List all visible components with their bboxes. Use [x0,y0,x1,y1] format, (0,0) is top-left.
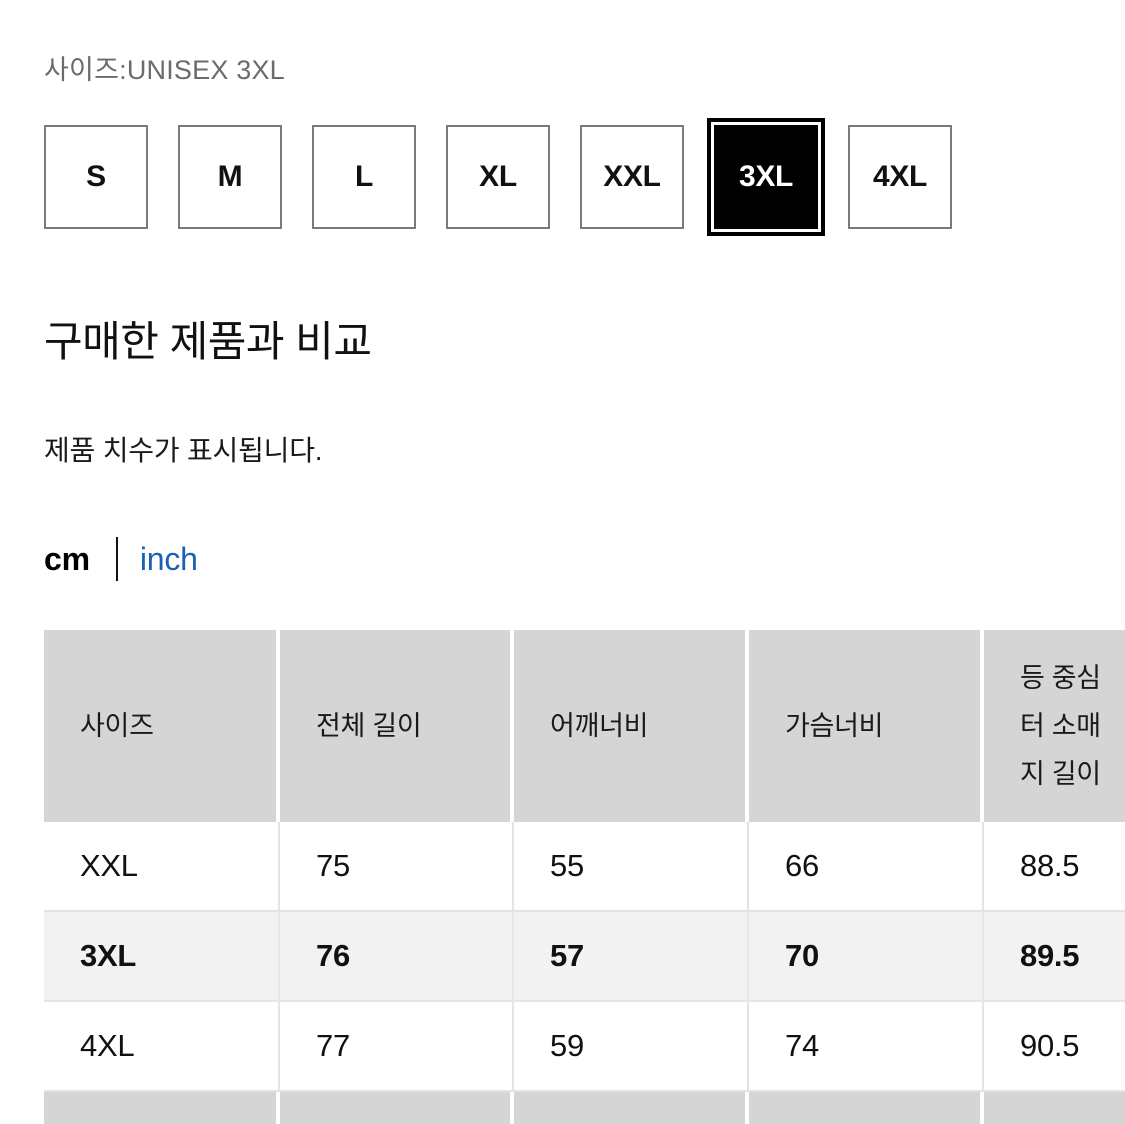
table-next-header-row [44,1092,1125,1124]
next-header-cell [984,1092,1125,1124]
size-option-4xl[interactable]: 4XL [848,125,952,229]
cell-total-length: 77 [280,1002,514,1092]
cell-size: 4XL [44,1002,280,1092]
size-option-xl[interactable]: XL [446,125,550,229]
next-header-cell [514,1092,749,1124]
unit-option-inch[interactable]: inch [139,540,198,577]
table-row: 4XL 77 59 74 90.5 [44,1002,1125,1092]
size-option-m[interactable]: M [178,125,282,229]
cell-shoulder-width: 57 [514,912,749,1002]
cell-size: XXL [44,822,280,912]
cell-sleeve-length: 90.5 [984,1002,1125,1092]
compare-section-subtitle: 제품 치수가 표시됩니다. [44,435,323,466]
column-header-size: 사이즈 [44,630,280,822]
cell-total-length: 76 [280,912,514,1002]
column-header-sleeve-length: 등 중심 터 소매 지 길이 [984,630,1125,822]
size-table: 사이즈 전체 길이 어깨너비 가슴너비 등 중심 터 소매 지 길이 [44,630,1125,1124]
table-row: XXL 75 55 66 88.5 [44,822,1125,912]
size-option-s[interactable]: S [44,125,148,229]
cell-chest-width: 70 [749,912,984,1002]
size-option-3xl[interactable]: 3XL [707,118,825,236]
cell-size: 3XL [44,912,280,1002]
cell-sleeve-length: 88.5 [984,822,1125,912]
next-header-cell [44,1092,280,1124]
size-option-xxl[interactable]: XXL [580,125,684,229]
unit-divider [115,537,118,581]
column-header-shoulder-width: 어깨너비 [514,630,749,822]
cell-chest-width: 66 [749,822,984,912]
table-row: 3XL 76 57 70 89.5 [44,912,1125,1002]
cell-shoulder-width: 59 [514,1002,749,1092]
next-header-cell [749,1092,984,1124]
unit-toggle: cm inch [44,534,198,584]
cell-total-length: 75 [280,822,514,912]
column-header-total-length: 전체 길이 [280,630,514,822]
size-option-l[interactable]: L [312,125,416,229]
size-table-scroll-container[interactable]: 사이즈 전체 길이 어깨너비 가슴너비 등 중심 터 소매 지 길이 [44,630,1125,1124]
cell-chest-width: 74 [749,1002,984,1092]
cell-shoulder-width: 55 [514,822,749,912]
unit-option-cm[interactable]: cm [44,540,90,577]
next-header-cell [280,1092,514,1124]
compare-section-title: 구매한 제품과 비교 [44,318,372,365]
table-header-row: 사이즈 전체 길이 어깨너비 가슴너비 등 중심 터 소매 지 길이 [44,630,1125,822]
column-header-chest-width: 가슴너비 [749,630,984,822]
size-option-list: S M L XL XXL 3XL 4XL [44,118,952,236]
cell-sleeve-length: 89.5 [984,912,1125,1002]
selected-size-label: 사이즈:UNISEX 3XL [44,55,285,85]
